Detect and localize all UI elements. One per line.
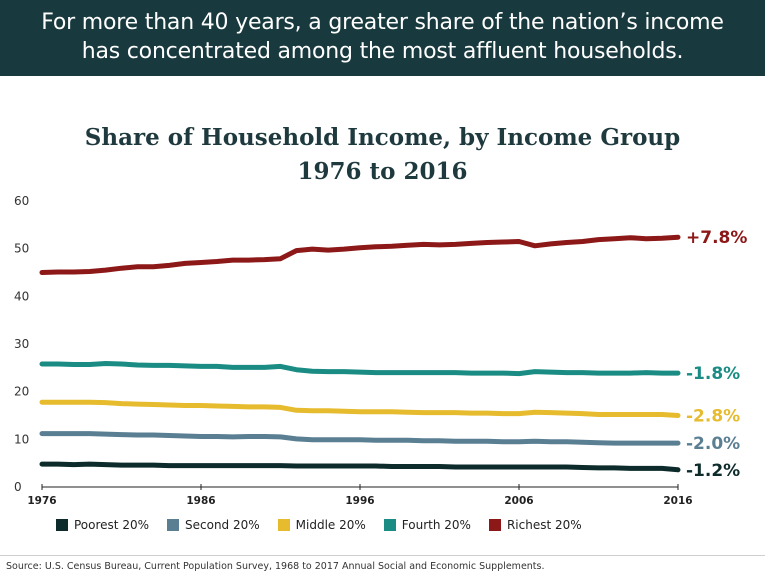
series-line-middle-20 xyxy=(39,399,681,418)
legend-item: Fourth 20% xyxy=(383,518,471,532)
y-tick-label: 10 xyxy=(14,432,29,446)
x-tick-label: 2006 xyxy=(504,495,533,507)
series-end-label: -2.0% xyxy=(686,434,740,454)
y-tick-label: 60 xyxy=(14,194,29,208)
chart-subtitle: 1976 to 2016 xyxy=(297,158,468,185)
y-tick-label: 50 xyxy=(14,242,29,256)
header-line-2: has concentrated among the most affluent… xyxy=(81,39,684,64)
x-tick-label: 1986 xyxy=(186,495,215,507)
legend-item: Middle 20% xyxy=(277,518,366,532)
series-end-label: -1.2% xyxy=(686,461,740,481)
series-line-poorest-20 xyxy=(39,461,681,473)
legend-swatch xyxy=(277,519,290,531)
series-end-label: -2.8% xyxy=(686,407,740,427)
x-axis: 1976 1986 1996 2006 2016 xyxy=(27,484,693,507)
series-line-second-20 xyxy=(39,431,681,446)
series-end-label: +7.8% xyxy=(686,228,747,248)
legend-swatch xyxy=(383,519,396,531)
divider xyxy=(0,555,765,556)
source-note: Source: U.S. Census Bureau, Current Popu… xyxy=(6,561,545,572)
series-line-richest-20 xyxy=(39,234,681,275)
series-lines xyxy=(39,234,681,473)
legend-swatch xyxy=(167,519,179,531)
y-tick-label: 20 xyxy=(14,385,29,399)
legend-label: Fourth 20% xyxy=(401,518,471,532)
y-axis: 0 10 20 30 40 50 60 xyxy=(14,194,29,494)
x-tick-label: 1976 xyxy=(27,495,56,507)
legend-label: Richest 20% xyxy=(506,518,582,532)
header-banner: For more than 40 years, a greater share … xyxy=(0,0,765,76)
x-tick-label: 2016 xyxy=(663,495,692,507)
y-tick-label: 30 xyxy=(14,337,29,351)
series-line-fourth-20 xyxy=(39,361,681,377)
legend-swatch xyxy=(488,519,501,531)
y-tick-label: 0 xyxy=(14,480,22,494)
legend-item: Richest 20% xyxy=(488,518,582,532)
legend-item: Second 20% xyxy=(167,518,260,532)
y-tick-label: 40 xyxy=(14,289,29,303)
x-tick-label: 1996 xyxy=(345,495,374,507)
legend-swatch xyxy=(56,519,68,531)
legend-label: Second 20% xyxy=(185,518,260,532)
legend-item: Poorest 20% xyxy=(56,518,149,532)
legend: Poorest 20% Second 20% Middle 20% Fourth 20… xyxy=(56,518,582,532)
chart-title: Share of Household Income, by Income Gro… xyxy=(84,124,681,151)
legend-label: Middle 20% xyxy=(295,518,366,532)
header-line-1: For more than 40 years, a greater share … xyxy=(41,10,724,35)
legend-label: Poorest 20% xyxy=(74,518,149,532)
series-end-labels: -1.2% -2.0% -2.8% -1.8% +7.8% xyxy=(686,228,747,481)
series-end-label: -1.8% xyxy=(686,364,740,384)
